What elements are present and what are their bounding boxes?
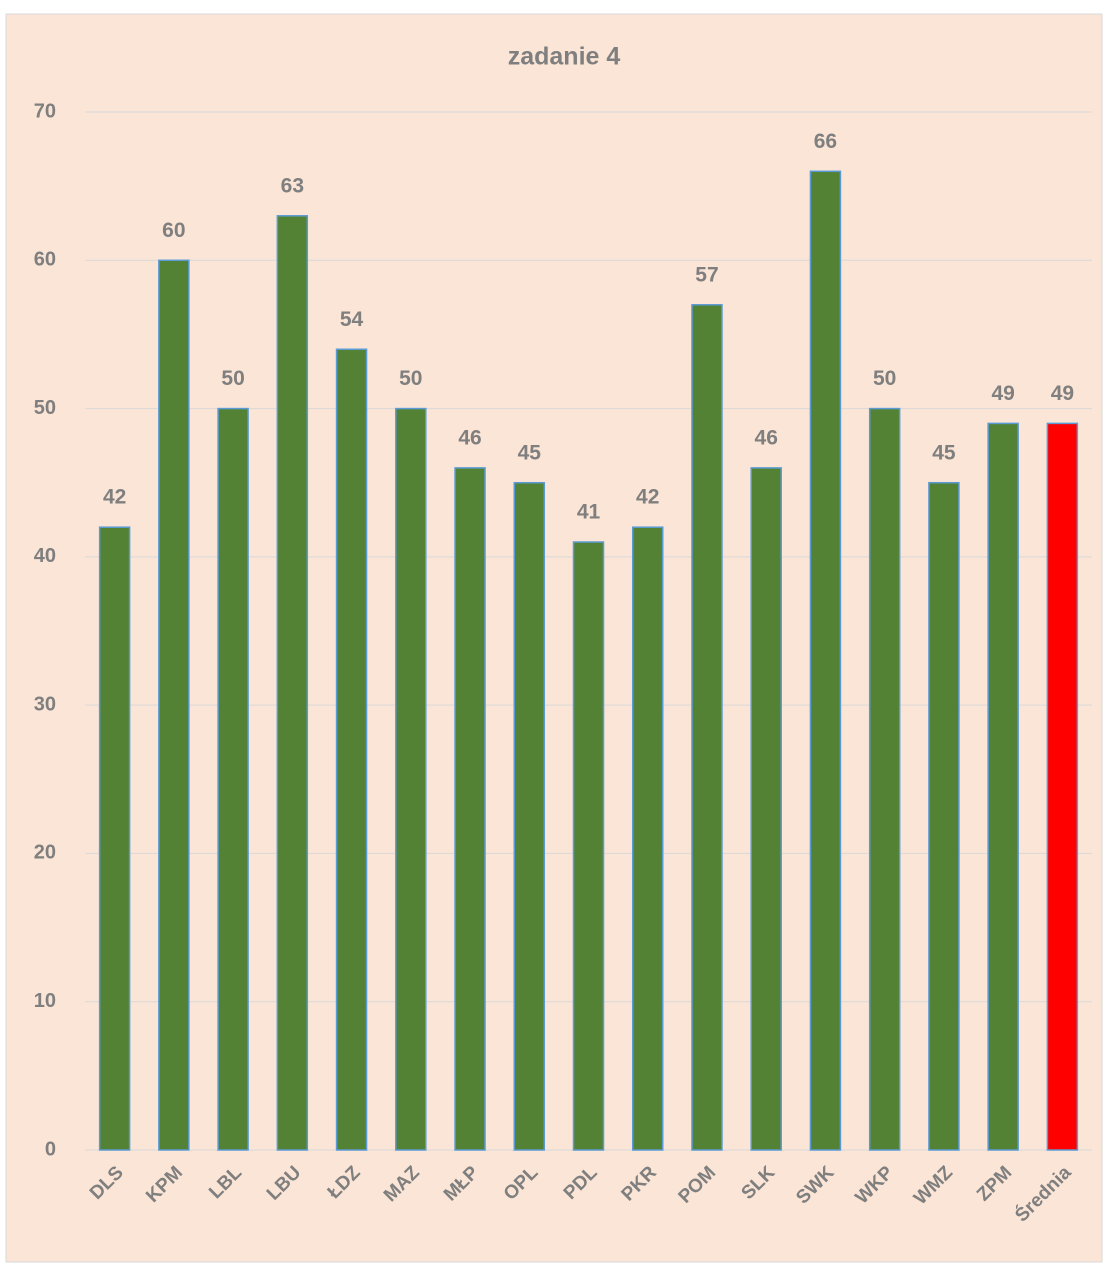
y-tick-label: 0 xyxy=(45,1138,56,1160)
data-label: 49 xyxy=(991,382,1014,405)
data-label: 46 xyxy=(458,426,481,449)
bar xyxy=(928,481,960,1151)
data-label: 50 xyxy=(221,367,244,390)
chart-title: zadanie 4 xyxy=(508,43,621,71)
y-tick-label: 70 xyxy=(34,100,56,122)
data-label: 50 xyxy=(399,367,422,390)
bar xyxy=(513,481,546,1151)
bar xyxy=(98,526,131,1151)
bar xyxy=(217,407,249,1151)
y-tick-label: 30 xyxy=(34,693,56,715)
bar xyxy=(691,304,723,1151)
y-tick-label: 20 xyxy=(34,842,56,864)
bar xyxy=(868,407,901,1151)
bar xyxy=(987,422,1019,1151)
data-label: 63 xyxy=(281,174,304,197)
data-label: 46 xyxy=(755,426,778,449)
data-label: 42 xyxy=(636,486,659,509)
data-label: 57 xyxy=(695,263,718,286)
bar xyxy=(572,541,605,1151)
data-label: 50 xyxy=(873,367,896,390)
data-label: 54 xyxy=(340,308,364,331)
data-label: 66 xyxy=(814,130,837,153)
y-tick-label: 60 xyxy=(34,249,56,271)
data-label: 45 xyxy=(518,441,542,464)
data-label: 60 xyxy=(162,219,185,242)
bar xyxy=(454,467,486,1151)
y-tick-label: 50 xyxy=(34,397,56,419)
bar xyxy=(1046,422,1079,1151)
bar xyxy=(631,526,664,1151)
y-tick-label: 10 xyxy=(34,990,56,1012)
y-tick-label: 40 xyxy=(34,545,56,567)
data-label: 45 xyxy=(932,441,956,464)
data-label: 42 xyxy=(103,486,126,509)
bar xyxy=(395,407,427,1151)
bar xyxy=(276,215,309,1151)
bar xyxy=(809,170,842,1151)
data-label: 41 xyxy=(577,501,601,524)
bar xyxy=(750,467,782,1151)
bar xyxy=(335,348,368,1151)
bar xyxy=(158,259,190,1151)
data-label: 49 xyxy=(1051,382,1074,405)
